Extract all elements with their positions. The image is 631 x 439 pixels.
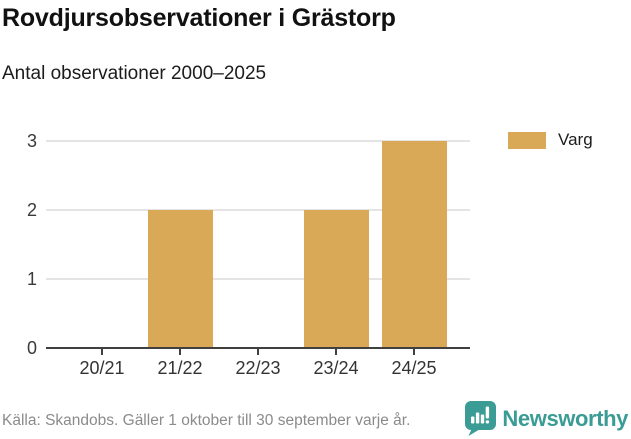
bar-21-22 (147, 210, 213, 348)
y-axis-label-0: 0 (26, 338, 37, 358)
source-note: Källa: Skandobs. Gäller 1 oktober till 3… (2, 412, 411, 429)
bar-24-25 (381, 141, 447, 348)
plot-area: 0 1 2 3 20/21 21/22 22/23 23/24 24/25 (27, 131, 470, 378)
gridline-y-2 (46, 209, 470, 211)
x-axis-label-21-22: 21/22 (157, 358, 203, 378)
x-axis-label-20-21: 20/21 (79, 358, 125, 378)
gridline-y-1 (46, 278, 470, 280)
chart-title: Rovdjursobservationer i Grästorp (2, 4, 396, 32)
x-axis-label-24-25: 24/25 (391, 358, 437, 378)
bar-23-24 (303, 210, 369, 348)
y-axis-label-3: 3 (26, 131, 37, 151)
x-axis-label-22-23: 22/23 (235, 358, 281, 378)
x-tick-20-21 (101, 349, 103, 355)
x-tick-23-24 (335, 349, 337, 355)
chart-subtitle: Antal observationer 2000–2025 (2, 63, 267, 84)
newsworthy-logo[interactable]: Newsworthy (465, 401, 628, 436)
x-axis-label-23-24: 23/24 (313, 358, 359, 378)
legend: Varg (508, 130, 593, 150)
x-tick-22-23 (257, 349, 259, 355)
newsworthy-wordmark: Newsworthy (502, 405, 628, 431)
x-tick-21-22 (179, 349, 181, 355)
y-axis-label-2: 2 (26, 200, 37, 220)
y-axis-label-1: 1 (26, 269, 37, 289)
newsworthy-chart-bubble-icon (465, 401, 497, 436)
legend-label-varg: Varg (558, 130, 593, 149)
legend-swatch-varg (508, 131, 546, 149)
x-axis-line (46, 346, 470, 349)
gridline-y-3 (46, 140, 470, 142)
x-tick-24-25 (413, 349, 415, 355)
